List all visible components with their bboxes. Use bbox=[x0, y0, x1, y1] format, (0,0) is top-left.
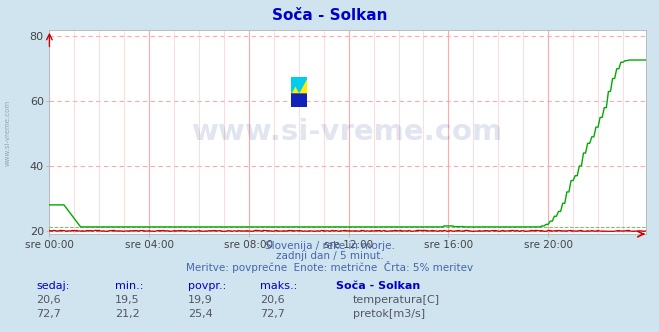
Text: 72,7: 72,7 bbox=[260, 309, 285, 319]
Text: min.:: min.: bbox=[115, 281, 144, 290]
Text: 25,4: 25,4 bbox=[188, 309, 213, 319]
Text: www.si-vreme.com: www.si-vreme.com bbox=[192, 118, 503, 146]
Text: 72,7: 72,7 bbox=[36, 309, 61, 319]
Text: 19,5: 19,5 bbox=[115, 295, 140, 305]
Text: 21,2: 21,2 bbox=[115, 309, 140, 319]
Text: 20,6: 20,6 bbox=[36, 295, 61, 305]
Text: Meritve: povprečne  Enote: metrične  Črta: 5% meritev: Meritve: povprečne Enote: metrične Črta:… bbox=[186, 261, 473, 273]
Polygon shape bbox=[291, 77, 299, 92]
Polygon shape bbox=[291, 77, 307, 92]
Text: pretok[m3/s]: pretok[m3/s] bbox=[353, 309, 424, 319]
Text: 20,6: 20,6 bbox=[260, 295, 285, 305]
Text: povpr.:: povpr.: bbox=[188, 281, 226, 290]
Text: Slovenija / reke in morje.: Slovenija / reke in morje. bbox=[264, 241, 395, 251]
Polygon shape bbox=[291, 77, 307, 92]
Text: sedaj:: sedaj: bbox=[36, 281, 70, 290]
Text: www.si-vreme.com: www.si-vreme.com bbox=[5, 100, 11, 166]
Text: zadnji dan / 5 minut.: zadnji dan / 5 minut. bbox=[275, 251, 384, 261]
Polygon shape bbox=[291, 77, 299, 92]
Polygon shape bbox=[291, 77, 299, 92]
Text: Soča - Solkan: Soča - Solkan bbox=[336, 281, 420, 290]
Polygon shape bbox=[291, 92, 307, 108]
Text: temperatura[C]: temperatura[C] bbox=[353, 295, 440, 305]
Text: maks.:: maks.: bbox=[260, 281, 298, 290]
Text: 19,9: 19,9 bbox=[188, 295, 213, 305]
Polygon shape bbox=[299, 77, 307, 92]
Text: Soča - Solkan: Soča - Solkan bbox=[272, 8, 387, 23]
